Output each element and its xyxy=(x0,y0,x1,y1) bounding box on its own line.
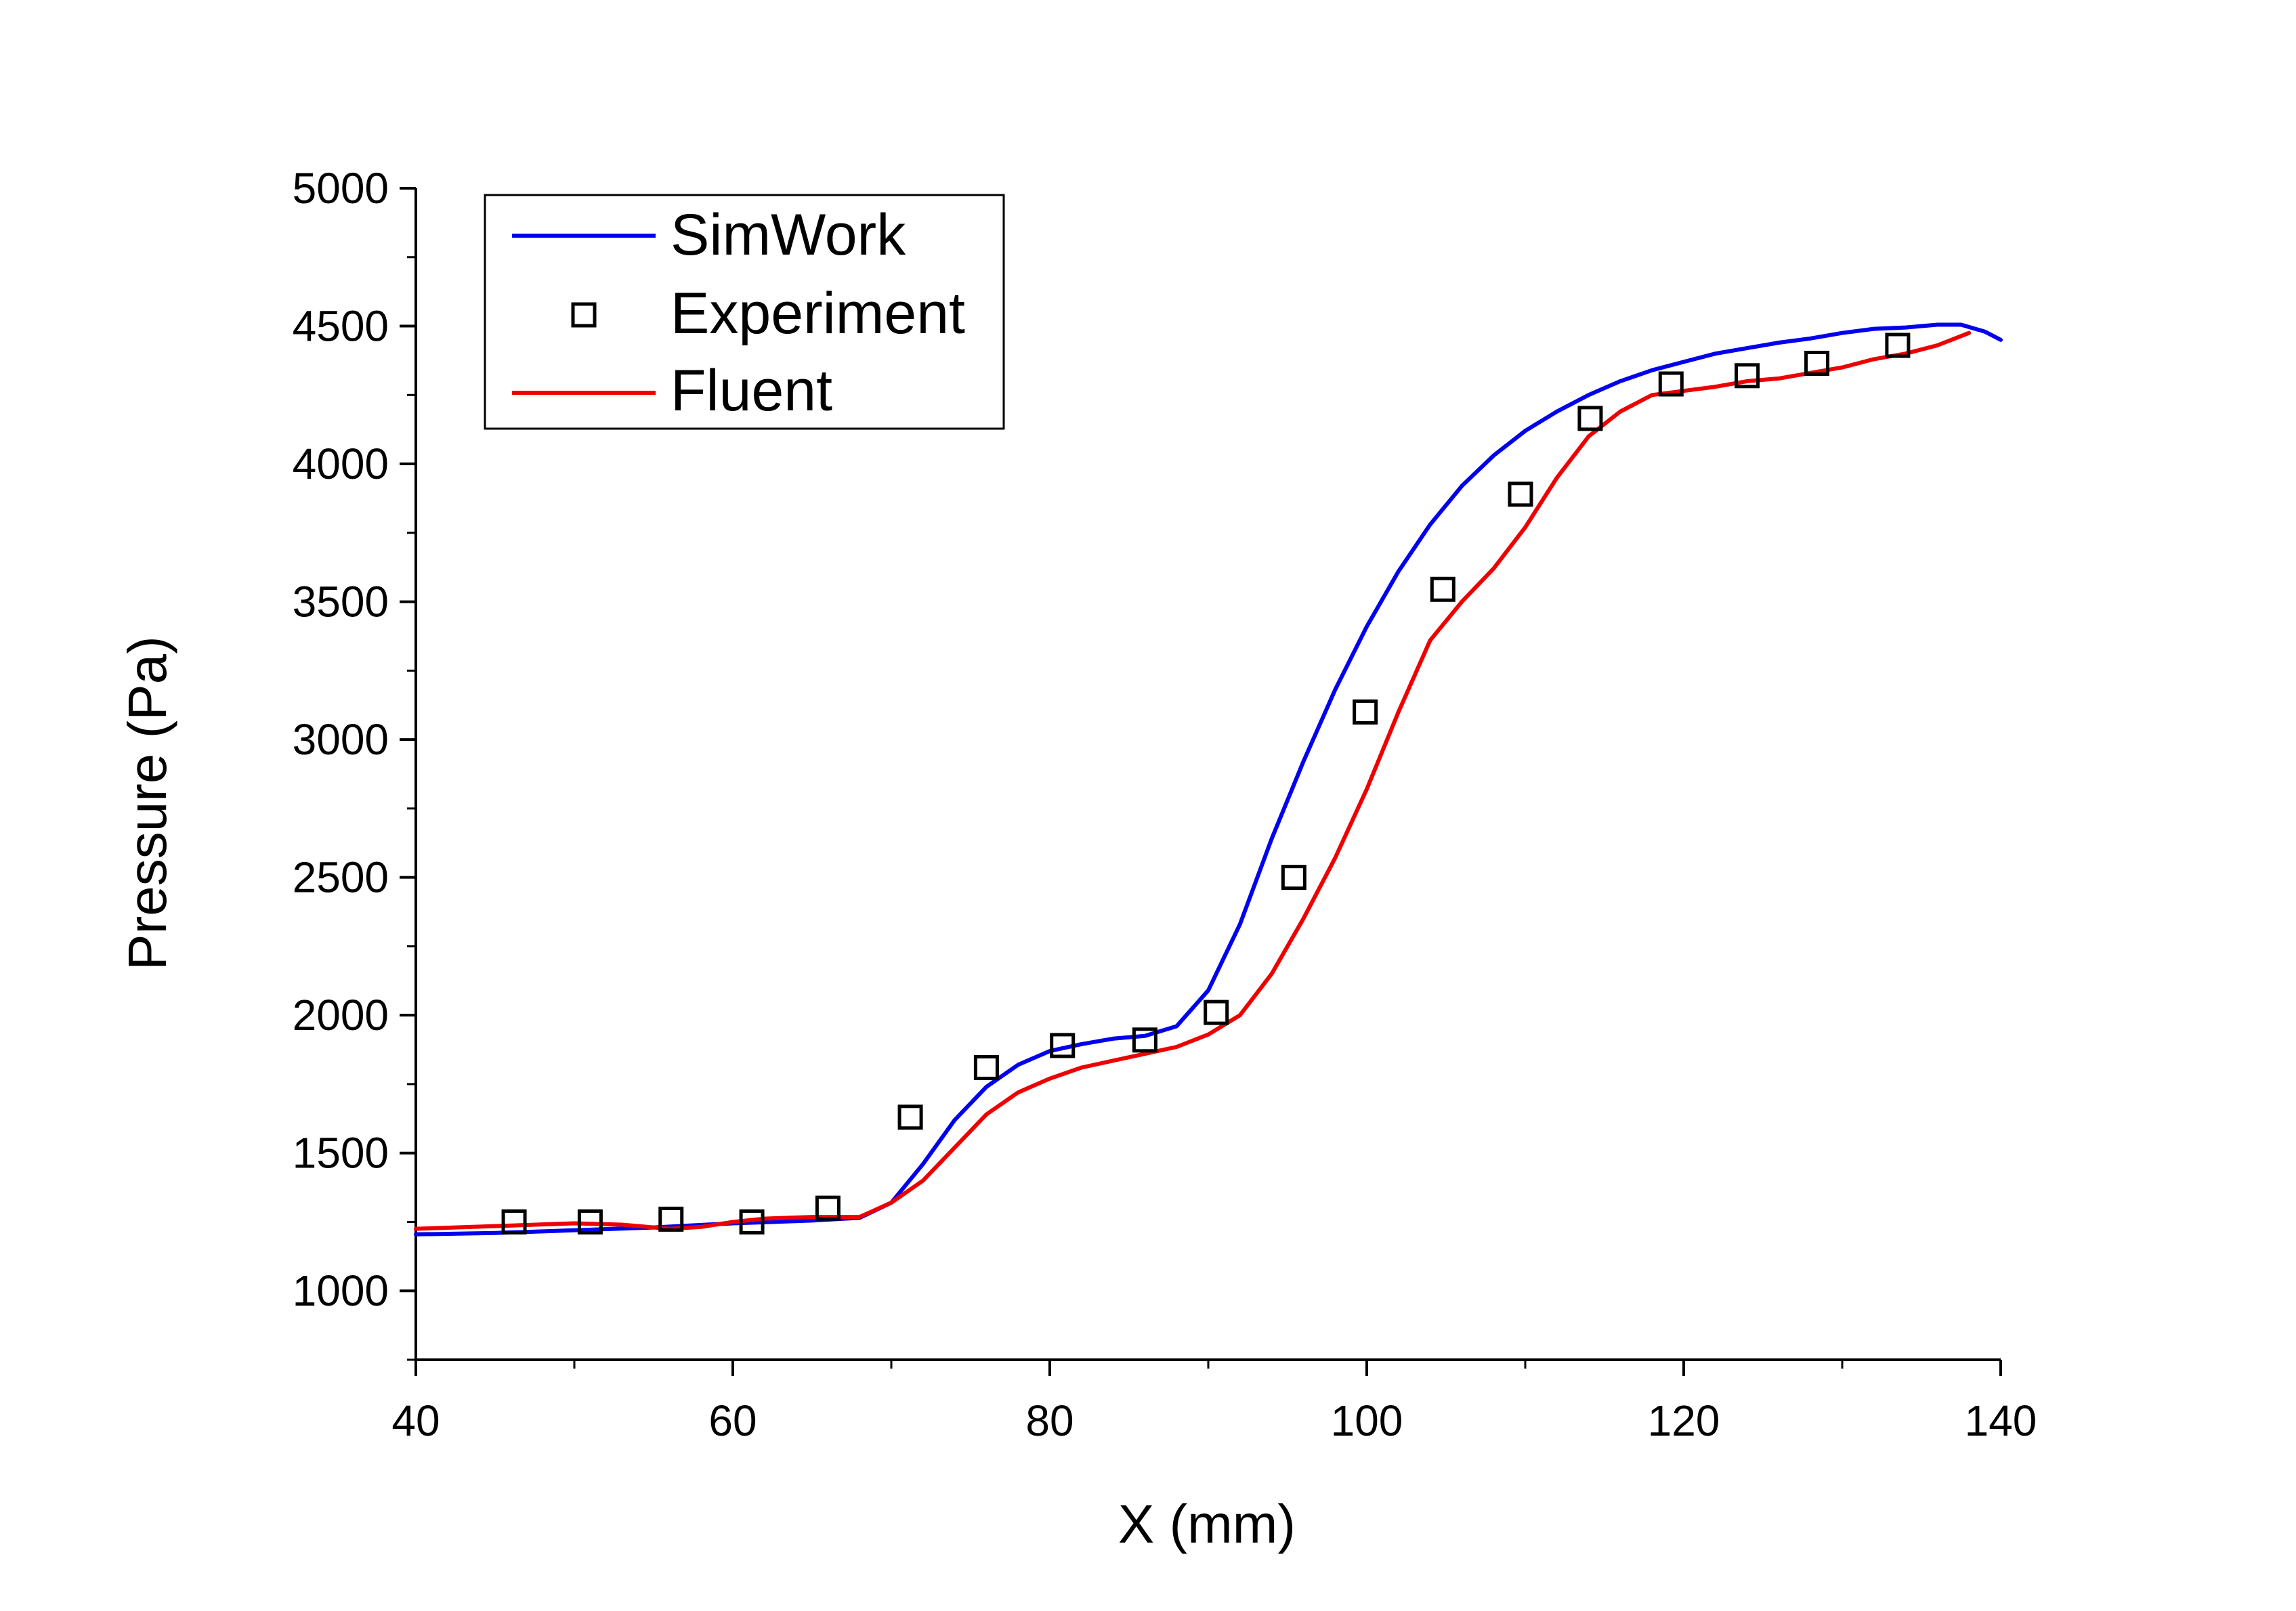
x-tick-label: 80 xyxy=(1025,1396,1073,1445)
legend-fluent-label: Fluent xyxy=(671,358,832,423)
experiment-marker xyxy=(1804,350,1830,376)
x-tick-label: 140 xyxy=(1965,1396,2037,1445)
y-tick-label: 1000 xyxy=(293,1266,389,1315)
experiment-marker xyxy=(1508,481,1533,507)
plot-series xyxy=(414,322,2003,1237)
experiment-marker xyxy=(1281,865,1306,890)
experiment-marker xyxy=(1430,576,1455,602)
experiment-marker xyxy=(1735,363,1760,389)
x-tick-label: 120 xyxy=(1648,1396,1720,1445)
y-tick-label: 2000 xyxy=(293,991,389,1039)
experiment-marker xyxy=(501,1209,527,1234)
y-tick-label: 1500 xyxy=(293,1129,389,1178)
experiment-marker xyxy=(658,1206,684,1232)
y-tick-label: 3000 xyxy=(293,715,389,764)
experiment-marker xyxy=(815,1195,841,1221)
experiment-marker xyxy=(739,1209,765,1234)
legend-simwork-label: SimWork xyxy=(671,202,906,267)
y-tick-label: 2500 xyxy=(293,853,389,902)
legend-experiment-marker xyxy=(571,302,597,328)
experiment-marker xyxy=(1204,1000,1229,1025)
x-tick-label: 100 xyxy=(1331,1396,1403,1445)
y-axis-title: Pressure (Pa) xyxy=(117,636,177,970)
experiment-marker xyxy=(577,1209,603,1234)
y-tick-label: 5000 xyxy=(293,164,389,213)
y-tick-label: 4000 xyxy=(293,439,389,488)
y-axis: 1000 1500 2000 2500 3000 3500 4000 4500 5000 xyxy=(293,164,417,1361)
legend: SimWork Experiment Fluent xyxy=(484,194,1005,430)
experiment-marker xyxy=(1577,406,1603,431)
experiment-marker xyxy=(1050,1033,1076,1058)
experiment-marker xyxy=(1658,371,1684,397)
experiment-marker xyxy=(1885,332,1911,358)
y-tick-label: 3500 xyxy=(293,578,389,626)
simwork-series-line xyxy=(414,322,2003,1237)
x-axis: 40 60 80 100 120 140 xyxy=(391,1358,2037,1445)
legend-experiment-label: Experiment xyxy=(671,281,965,346)
y-tick-label: 4500 xyxy=(293,302,389,351)
experiment-marker xyxy=(1353,699,1378,725)
experiment-marker xyxy=(973,1055,999,1081)
x-tick-label: 40 xyxy=(391,1396,440,1445)
x-tick-label: 60 xyxy=(708,1396,757,1445)
x-axis-title: X (mm) xyxy=(1118,1494,1296,1554)
experiment-marker xyxy=(1132,1027,1157,1053)
experiment-marker xyxy=(897,1104,923,1130)
